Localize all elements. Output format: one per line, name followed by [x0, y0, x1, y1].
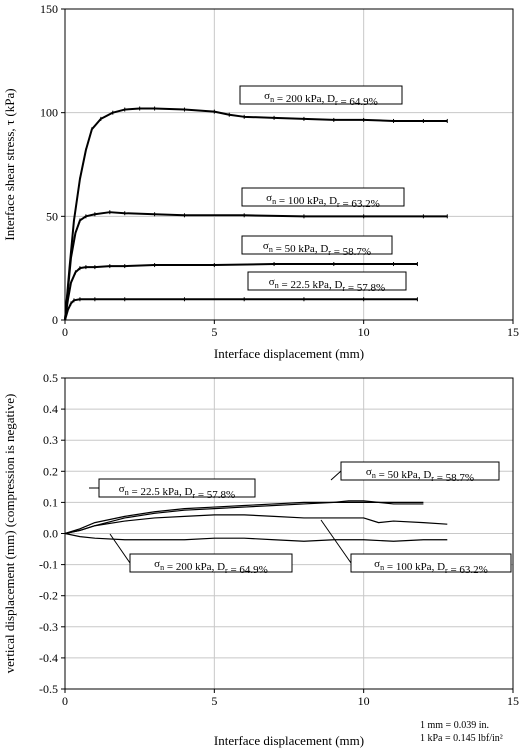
- series-line: [64, 500, 424, 535]
- unit-conversion-note-line2: 1 kPa = 0.145 lbf/in²: [420, 733, 503, 744]
- legend-label-box: [350, 553, 512, 573]
- x-tick-label: 10: [358, 694, 370, 708]
- legend-label: σn = 100 kPa, Dr = 63.2%: [350, 553, 512, 576]
- vertical-displacement-chart: 0 5 10 15 0.5 0.4 0.3 0.2 0.1 0.0 -0.1 -0.2 -0.3 -0.4…: [2, 371, 519, 748]
- legend-label-text: σn = 50 kPa, Dr = 58.7%: [263, 240, 371, 258]
- plot-frame: [64, 8, 514, 321]
- legend-label-text: σn = 50 kPa, Dr = 58.7%: [366, 466, 474, 484]
- legend-label: σn = 200 kPa, Dr = 64.9%: [129, 553, 293, 576]
- legend-label-box: [241, 235, 393, 255]
- legend-label: σn = 50 kPa, Dr = 58.7%: [241, 235, 393, 258]
- x-tick-label: 10: [358, 325, 370, 339]
- legend-label-text: σn = 200 kPa, Dr = 64.9%: [154, 558, 268, 576]
- legend-label-box: [241, 187, 405, 207]
- legend-label: σn = 50 kPa, Dr = 58.7%: [340, 461, 500, 484]
- y-tick-label: 150: [40, 2, 58, 16]
- series-line: [64, 107, 448, 321]
- series-line: [64, 211, 448, 321]
- y-tick-label: -0.4: [39, 651, 58, 665]
- legend-label: σn = 100 kPa, Dr = 63.2%: [241, 187, 405, 210]
- legend-label-box: [239, 85, 403, 105]
- x-axis-label: Interface displacement (mm): [214, 733, 364, 748]
- legend-label-text: σn = 22.5 kPa, Dr = 57.8%: [119, 483, 235, 501]
- y-axis-label: Interface shear stress, τ (kPa): [2, 88, 17, 240]
- x-axis-label: Interface displacement (mm): [214, 346, 364, 361]
- series-line: [64, 514, 448, 535]
- legend-label: σn = 200 kPa, Dr = 64.9%: [239, 85, 403, 108]
- y-tick-label: -0.5: [39, 682, 58, 696]
- y-tick-label: 0.5: [43, 371, 58, 385]
- y-tick-label: 0.3: [43, 433, 58, 447]
- y-tick-label: 0.0: [43, 527, 58, 541]
- x-tick-label: 0: [62, 325, 68, 339]
- y-tick-label: 0.4: [43, 402, 58, 416]
- legend-label-box: [98, 478, 256, 498]
- x-tick-label: 5: [211, 694, 217, 708]
- legend-label-box: [340, 461, 500, 481]
- legend-label: σn = 22.5 kPa, Dr = 57.8%: [98, 478, 256, 501]
- legend-label-text: σn = 22.5 kPa, Dr = 57.8%: [269, 276, 385, 294]
- leader-line: [330, 470, 342, 481]
- y-tick-label: 0.1: [43, 495, 58, 509]
- series-line: [64, 298, 418, 321]
- y-tick-label: 100: [40, 106, 58, 120]
- unit-conversion-note-line1: 1 mm = 0.039 in.: [420, 720, 489, 731]
- legend-label-text: σn = 200 kPa, Dr = 64.9%: [264, 90, 378, 108]
- legend-label: σn = 22.5 kPa, Dr = 57.8%: [247, 271, 407, 294]
- y-tick-label: -0.1: [39, 558, 58, 572]
- y-tick-label: -0.2: [39, 589, 58, 603]
- legend-label-text: σn = 100 kPa, Dr = 63.2%: [374, 558, 488, 576]
- y-tick-label: 0.2: [43, 464, 58, 478]
- y-tick-label: 0: [52, 313, 58, 327]
- x-tick-label: 15: [507, 325, 519, 339]
- leader-line: [109, 533, 131, 564]
- series-line: [64, 532, 448, 542]
- x-tick-label: 0: [62, 694, 68, 708]
- y-axis-label: vertical displacement (mm) (compression …: [2, 394, 17, 674]
- legend-label-box: [247, 271, 407, 291]
- x-tick-label: 15: [507, 694, 519, 708]
- y-tick-label: -0.3: [39, 620, 58, 634]
- leader-line: [320, 519, 352, 564]
- y-tick-label: 50: [46, 209, 58, 223]
- legend-label-box: [129, 553, 293, 573]
- legend-label-text: σn = 100 kPa, Dr = 63.2%: [266, 192, 380, 210]
- x-tick-label: 5: [211, 325, 217, 339]
